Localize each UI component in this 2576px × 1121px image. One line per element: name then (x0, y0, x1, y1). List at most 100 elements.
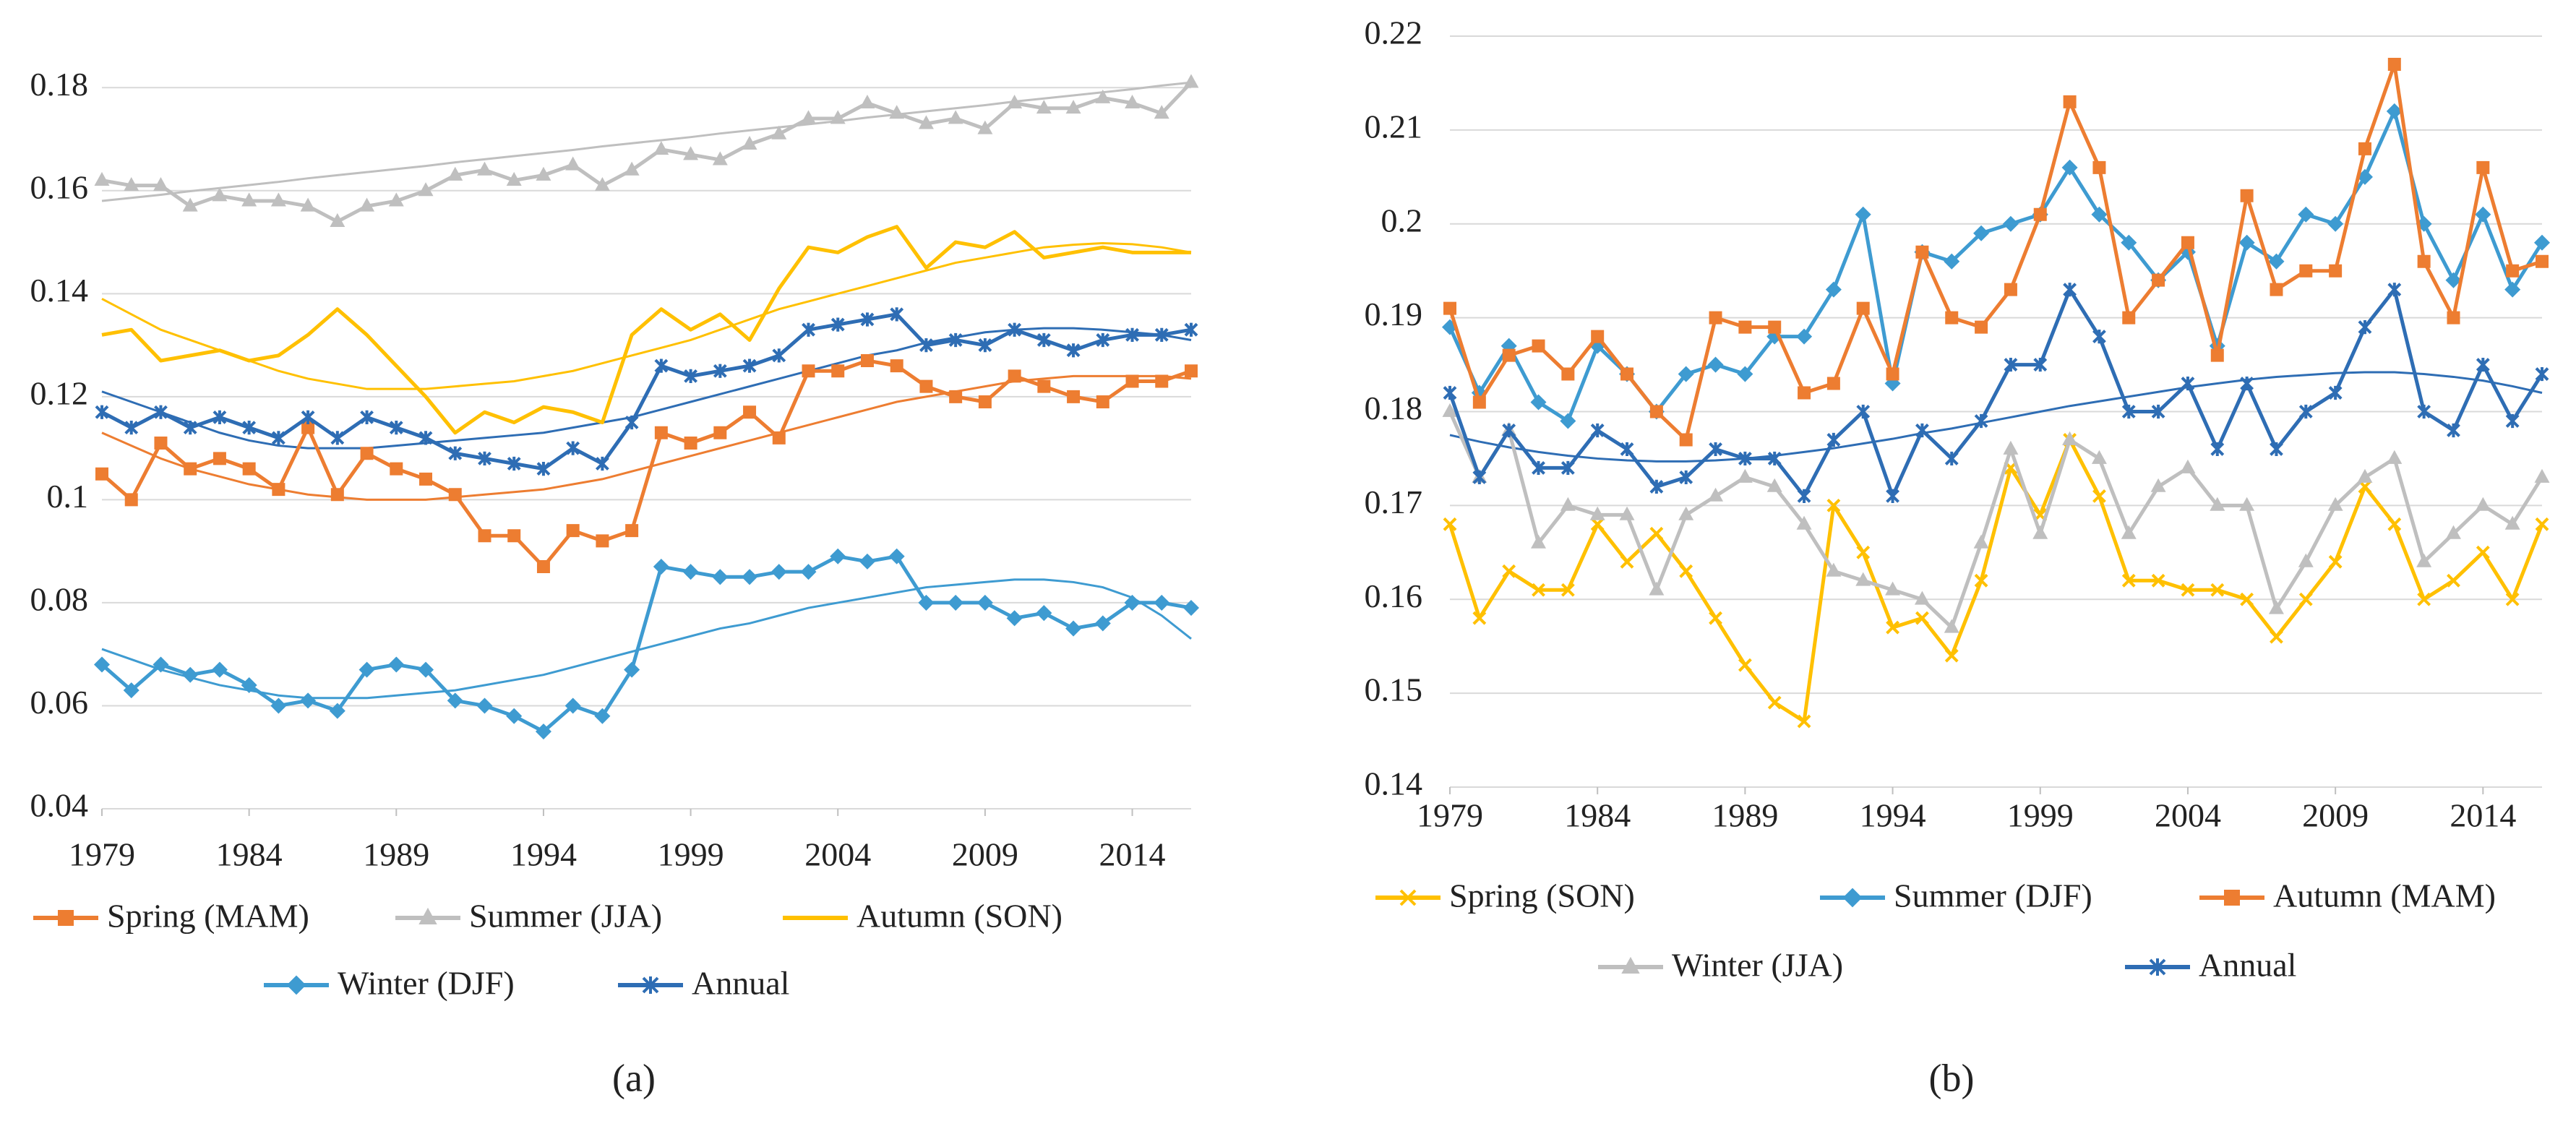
marker (1737, 468, 1753, 483)
marker (2475, 497, 2491, 511)
marker (831, 364, 845, 378)
marker (1443, 301, 1456, 315)
y-tick-label: 0.18 (30, 66, 89, 103)
marker (95, 467, 108, 481)
marker (242, 462, 256, 476)
marker (1065, 620, 1082, 637)
marker (684, 437, 697, 450)
marker (1532, 339, 1545, 353)
marker (978, 395, 992, 408)
marker (802, 322, 815, 337)
marker (1974, 573, 1988, 588)
legend-marker (58, 910, 74, 926)
marker (653, 559, 669, 575)
marker (476, 697, 493, 714)
marker (1886, 489, 1899, 503)
marker (889, 105, 905, 119)
marker (1709, 442, 1722, 457)
legend-label: Autumn (SON) (856, 898, 1062, 935)
marker (2298, 206, 2314, 223)
marker (1766, 478, 1782, 492)
marker (1798, 386, 1811, 400)
marker (1502, 564, 1516, 578)
marker (184, 462, 197, 476)
legend-label: Annual (692, 965, 789, 1002)
marker (624, 661, 640, 678)
marker (1975, 320, 1988, 334)
marker (830, 110, 846, 124)
marker (2180, 459, 2196, 473)
marker (2004, 357, 2018, 372)
marker (536, 462, 551, 476)
marker (1707, 356, 1724, 373)
legend-marker (418, 907, 437, 924)
marker (2121, 573, 2136, 588)
marker (2476, 160, 2490, 174)
marker (2417, 404, 2431, 419)
marker (507, 456, 521, 471)
marker (2121, 234, 2137, 251)
marker (770, 564, 787, 580)
series-line (1448, 109, 2544, 423)
marker (1826, 432, 1841, 447)
y-tick-label: 0.14 (30, 272, 89, 309)
marker (536, 166, 551, 181)
marker (124, 493, 138, 507)
marker (1532, 583, 1545, 597)
marker (271, 431, 285, 445)
x-tick-label: 2014 (1099, 836, 1166, 873)
marker (418, 661, 434, 678)
x-tick-label: 1999 (658, 836, 724, 873)
marker (2358, 320, 2372, 335)
marker (2298, 592, 2313, 606)
marker (1709, 311, 1722, 325)
marker (2328, 385, 2343, 400)
marker (212, 187, 228, 202)
legend-label: Winter (JJA) (1672, 947, 1843, 984)
legend-label: Annual (2199, 947, 2296, 984)
marker (154, 437, 168, 450)
marker (771, 125, 787, 139)
legend-label: Winter (DJF) (338, 965, 515, 1002)
marker (1036, 332, 1051, 348)
marker (742, 358, 757, 373)
marker (1973, 225, 1990, 241)
marker (595, 456, 609, 471)
marker (2447, 423, 2460, 438)
legend-marker (642, 976, 659, 994)
marker (1855, 572, 1871, 586)
marker (1036, 605, 1052, 622)
marker (1590, 517, 1605, 531)
legend-marker (286, 975, 306, 995)
marker (2121, 525, 2137, 539)
marker (272, 483, 285, 497)
trend-line (1449, 371, 2543, 463)
legend-marker (1399, 889, 1417, 906)
marker (772, 348, 786, 363)
marker (2121, 404, 2136, 419)
marker (123, 682, 139, 699)
marker (596, 534, 609, 548)
marker (742, 135, 757, 150)
marker (800, 564, 817, 580)
marker (918, 594, 935, 611)
x-tick-label: 1979 (1417, 797, 1483, 834)
marker (1738, 320, 1752, 334)
marker (2268, 600, 2284, 614)
marker (1973, 534, 1989, 549)
marker (1797, 489, 1811, 503)
marker (2387, 57, 2401, 71)
marker (1796, 328, 1813, 345)
legend-marker (1842, 888, 1863, 908)
marker (2240, 376, 2254, 391)
marker (890, 307, 904, 322)
marker (565, 156, 581, 171)
marker (654, 358, 669, 373)
marker (2270, 283, 2283, 296)
marker (270, 192, 286, 207)
panel-label: (a) (612, 1056, 656, 1099)
marker (476, 161, 492, 176)
marker (2447, 311, 2460, 325)
marker (1185, 364, 1198, 378)
marker (1008, 369, 1021, 383)
